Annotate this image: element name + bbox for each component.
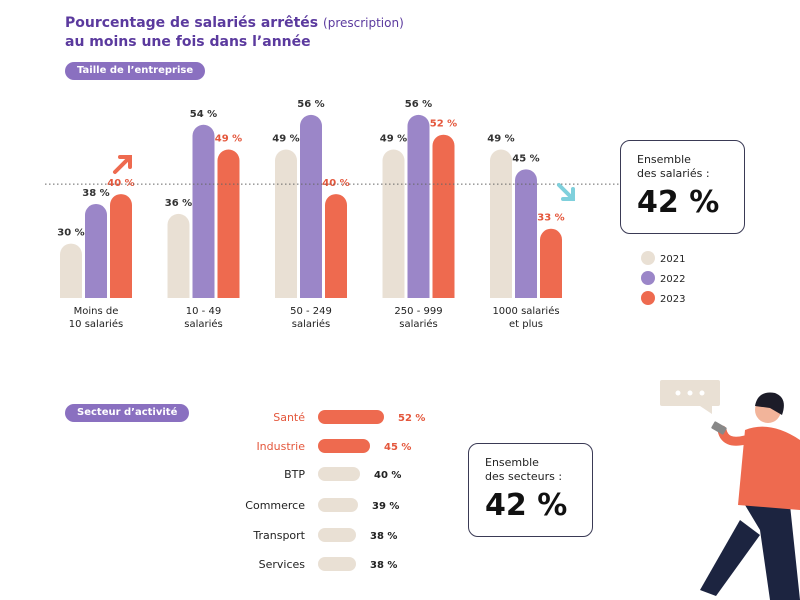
legend-label: 2023: [660, 294, 685, 305]
bar: [217, 149, 240, 298]
value-label: 40 %: [322, 178, 349, 189]
value-label: 52 %: [430, 119, 457, 130]
bar: [540, 228, 562, 298]
value-label: 49 %: [272, 134, 299, 145]
value-label: 33 %: [537, 213, 564, 224]
title-note: (prescription): [323, 16, 404, 30]
title-text: Pourcentage de salariés arrêtés: [65, 15, 319, 31]
y-tick-label: Santé: [273, 411, 305, 424]
legend-label: 2021: [660, 254, 685, 265]
value-label: 56 %: [297, 99, 324, 110]
x-tick-label: 250 - 999 salariés: [394, 306, 443, 330]
bar: [192, 124, 215, 298]
bar: [318, 439, 370, 453]
callout: Ensemble des secteurs : 42 %: [468, 443, 593, 537]
value-label: 30 %: [57, 228, 84, 239]
legend-label: 2022: [660, 274, 685, 285]
value-label: 36 %: [165, 198, 192, 209]
y-tick-label: BTP: [284, 468, 305, 481]
value-label: 38 %: [370, 531, 397, 542]
title: Pourcentage de salariés arrêtés (prescri…: [65, 14, 404, 52]
bar: [515, 169, 537, 298]
bar: [432, 134, 455, 298]
bar: [300, 114, 322, 299]
callout-text: Ensemble des salariés :: [637, 153, 710, 180]
section-pill: Secteur d’activité: [65, 404, 190, 422]
y-tick-label: Industrie: [256, 440, 305, 453]
value-label: 54 %: [190, 109, 217, 120]
bar: [407, 114, 430, 299]
bar: [318, 498, 358, 512]
value-label: 40 %: [107, 178, 134, 189]
bar: [110, 194, 132, 298]
bar: [60, 243, 82, 298]
x-tick-label: 1000 salariés et plus: [492, 306, 560, 330]
value-label: 52 %: [398, 413, 425, 424]
value-label: 49 %: [487, 134, 514, 145]
bar: [318, 467, 360, 481]
callout-value: 42 %: [637, 185, 720, 220]
bar: [85, 203, 107, 298]
x-tick-label: Moins de 10 salariés: [68, 306, 124, 330]
callout-text: Ensemble des secteurs :: [485, 456, 563, 483]
bar: [318, 410, 384, 424]
bar: [167, 213, 190, 298]
bar: [318, 528, 356, 542]
bar: [325, 194, 347, 298]
callout: Ensemble des salariés : 42 %: [620, 140, 745, 234]
callout-value: 42 %: [485, 488, 568, 523]
subtitle: au moins une fois dans l’année: [65, 34, 311, 50]
value-label: 38 %: [370, 560, 397, 571]
legend-swatch: [641, 291, 655, 305]
value-label: 56 %: [405, 99, 432, 110]
bar: [490, 149, 512, 298]
value-label: 49 %: [215, 134, 242, 145]
x-tick-label: 50 - 249 salariés: [290, 306, 332, 330]
value-label: 45 %: [512, 153, 539, 164]
y-tick-label: Services: [259, 558, 306, 571]
value-label: 45 %: [384, 442, 411, 453]
down-arrow: [557, 183, 575, 201]
section-pill: Taille de l’entreprise: [65, 62, 206, 80]
up-arrow: [113, 155, 132, 174]
bar: [382, 149, 405, 298]
legend-swatch: [641, 271, 655, 285]
illustration: [660, 380, 800, 600]
bar: [275, 149, 297, 298]
legend-swatch: [641, 251, 655, 265]
value-label: 38 %: [82, 188, 109, 199]
value-label: 39 %: [372, 501, 399, 512]
value-label: 40 %: [374, 470, 401, 481]
y-tick-label: Transport: [252, 529, 305, 542]
x-tick-label: 10 - 49 salariés: [184, 306, 223, 330]
value-label: 49 %: [380, 134, 407, 145]
bar: [318, 557, 356, 571]
y-tick-label: Commerce: [245, 499, 305, 512]
